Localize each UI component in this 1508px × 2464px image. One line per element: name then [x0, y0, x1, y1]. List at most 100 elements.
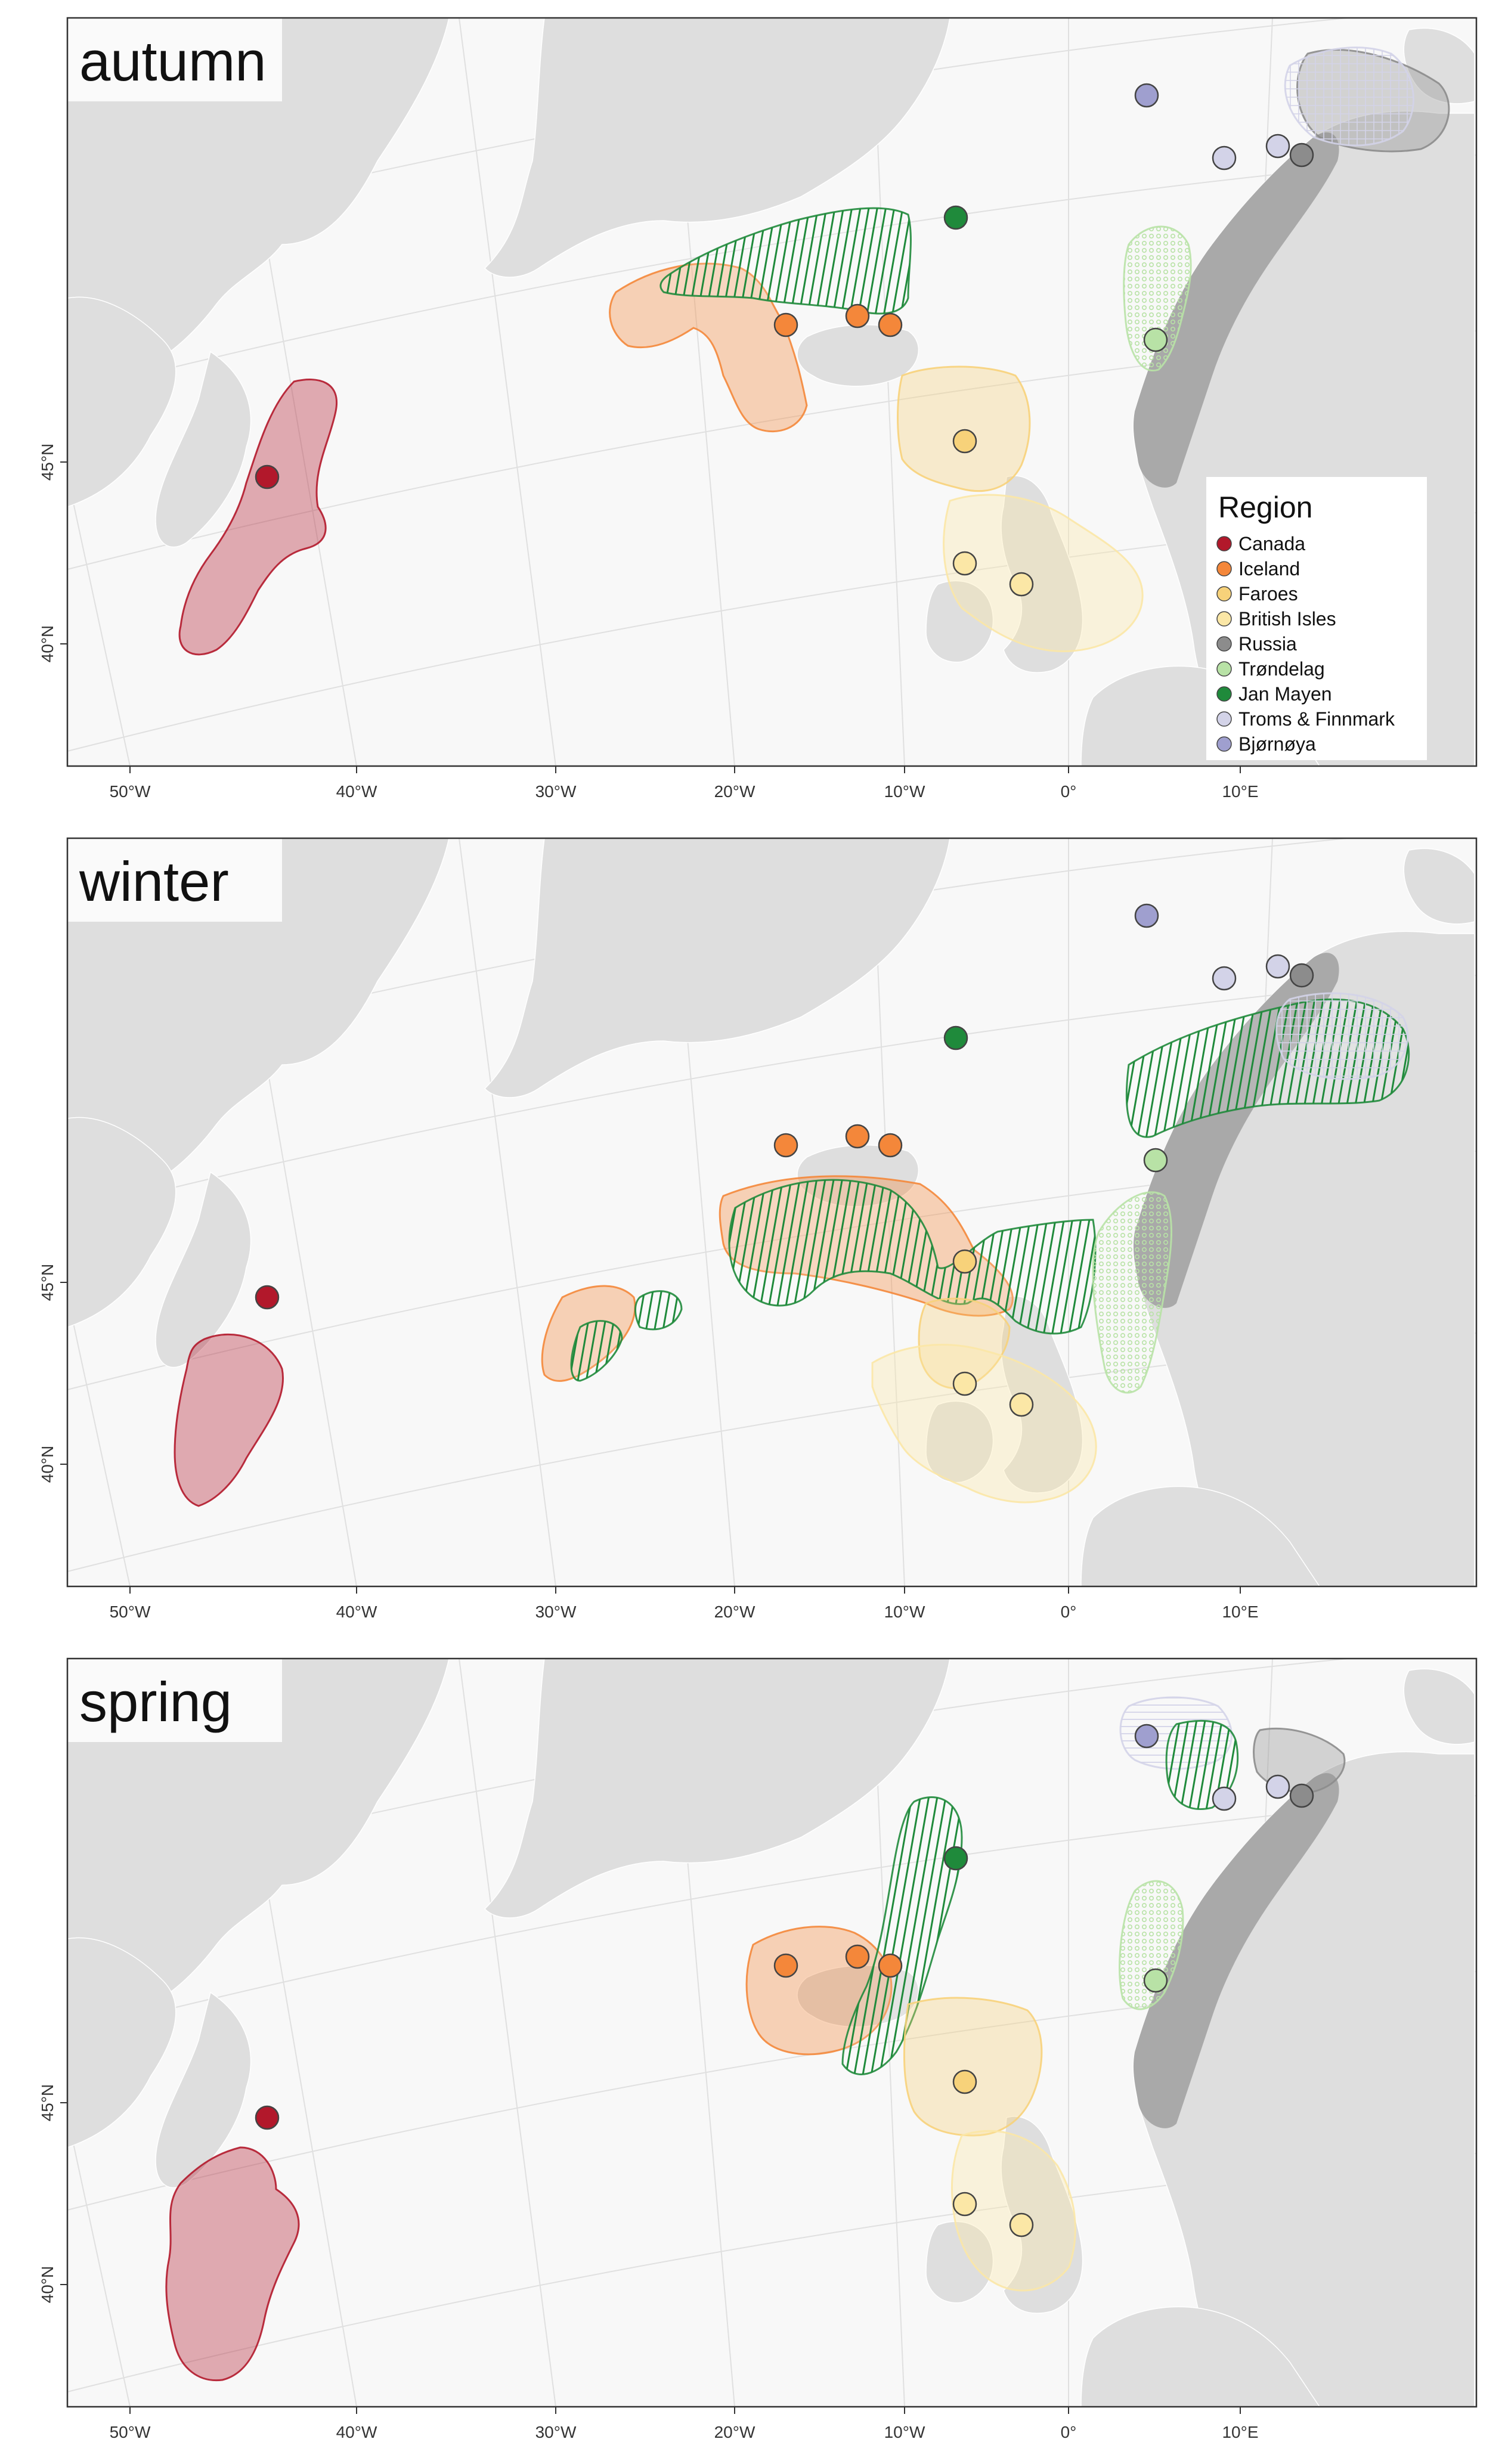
- colony-point-iceland: [773, 312, 798, 337]
- land-continent: [1080, 2306, 1320, 2407]
- season-label: autumn: [79, 30, 267, 92]
- colony-point-troms-finnmark: [1212, 145, 1237, 171]
- colony-point-troms-finnmark: [1212, 1786, 1237, 1811]
- legend-label: British Isles: [1238, 608, 1336, 630]
- lat-tick-label: 40°N: [38, 625, 57, 663]
- legend-key-faroes: [1216, 586, 1232, 602]
- land-ireland: [925, 580, 994, 663]
- region-ranges: [174, 992, 1410, 1507]
- land-continent: [1080, 1486, 1320, 1586]
- colony-point-iceland: [845, 303, 870, 328]
- colony-point-russia: [1289, 963, 1314, 988]
- colony-point-jan-mayen: [943, 1025, 968, 1050]
- land-svalbard: [1403, 1668, 1475, 1745]
- colony-point-faroes: [952, 1249, 977, 1274]
- colony-point-iceland: [878, 312, 903, 337]
- colony-points: [255, 1724, 1314, 2237]
- region-ranges: [165, 1696, 1346, 2382]
- colony-point-british-isles: [1009, 2212, 1034, 2237]
- map-frame: [66, 837, 1478, 1588]
- colony-point-russia: [1289, 142, 1314, 168]
- range-troms-finnmark: [1275, 992, 1409, 1080]
- season-label: spring: [79, 1670, 232, 1733]
- lon-tick-label: 0°: [1061, 782, 1077, 801]
- colony-point-british-isles: [1009, 1392, 1034, 1417]
- map-svg-winter: winter 50°W 40°W 30°W 20°W 10°W 0° 10°E 45°N 40°N: [38, 837, 1478, 1621]
- colony-point-iceland: [845, 1944, 870, 1969]
- colony-point-bj-rn-ya: [1134, 83, 1159, 108]
- legend-key-russia: [1216, 636, 1232, 652]
- colony-point-jan-mayen: [943, 1846, 968, 1871]
- land-ireland: [925, 2221, 994, 2304]
- lon-tick-label: 50°W: [110, 2423, 151, 2441]
- colony-points: [255, 903, 1314, 1417]
- range-british-isles: [950, 2130, 1076, 2292]
- land-labrador: [155, 1171, 252, 1368]
- lon-tick-label: 10°W: [884, 782, 925, 801]
- colony-point-iceland: [773, 1953, 798, 1978]
- lon-tick-label: 10°E: [1222, 782, 1258, 801]
- range-jan-mayen: [659, 207, 912, 315]
- colony-point-british-isles: [952, 1371, 977, 1396]
- legend-key-tr-ndelag: [1216, 661, 1232, 677]
- range-jan-mayen: [634, 1290, 683, 1331]
- legend-title: Region: [1218, 491, 1312, 524]
- lon-tick-label: 20°W: [714, 1603, 755, 1621]
- lon-tick-label: 0°: [1061, 1603, 1077, 1621]
- map-svg-spring: spring 50°W 40°W 30°W 20°W 10°W 0° 10°E 45°N 40°N: [38, 1657, 1478, 2441]
- range-jan-mayen: [728, 1179, 1097, 1335]
- land-greenland: [484, 1659, 950, 1918]
- colony-point-troms-finnmark: [1265, 954, 1290, 979]
- map-panel-autumn: autumn Region Canada Iceland Faroes British I…: [0, 0, 1508, 817]
- lon-tick-label: 20°W: [714, 2423, 755, 2441]
- map-frame: [66, 1657, 1478, 2408]
- lat-tick-label: 45°N: [38, 444, 57, 481]
- colony-point-bj-rn-ya: [1134, 903, 1159, 928]
- map-panel-spring: spring 50°W 40°W 30°W 20°W 10°W 0° 10°E 45°N 40°N: [0, 1641, 1508, 2457]
- lat-tick-label: 40°N: [38, 2266, 57, 2304]
- region-ranges: [178, 47, 1450, 656]
- lat-tick-label: 45°N: [38, 2084, 57, 2122]
- land-canadaBits: [67, 1937, 176, 2148]
- lat-tick-label: 45°N: [38, 1264, 57, 1301]
- legend-label: Jan Mayen: [1238, 683, 1332, 705]
- colony-point-russia: [1289, 1783, 1314, 1808]
- legend-label: Faroes: [1238, 583, 1298, 605]
- colony-point-tr-ndelag: [1143, 327, 1168, 352]
- range-british-isles: [943, 494, 1144, 652]
- colony-point-canada: [255, 1285, 280, 1310]
- land-greenland: [484, 18, 950, 278]
- lon-tick-label: 50°W: [110, 782, 151, 801]
- colony-point-canada: [255, 464, 280, 489]
- legend-key-troms-finnmark: [1216, 711, 1232, 727]
- land-iceland: [797, 324, 919, 387]
- legend-label: Trøndelag: [1238, 658, 1325, 680]
- colony-point-canada: [255, 2105, 280, 2130]
- range-faroes: [897, 365, 1031, 492]
- land-svalbard: [1403, 27, 1475, 104]
- colony-point-tr-ndelag: [1143, 1968, 1168, 1993]
- map-frame: [66, 17, 1478, 767]
- colony-points: [255, 83, 1314, 597]
- range-canada: [165, 2146, 300, 2382]
- legend-label: Canada: [1238, 533, 1305, 554]
- land-greenland: [484, 838, 950, 1098]
- colony-point-british-isles: [1009, 572, 1034, 597]
- colony-point-iceland: [878, 1953, 903, 1978]
- legend-key-canada: [1216, 536, 1232, 551]
- colony-point-faroes: [952, 429, 977, 454]
- lon-tick-label: 30°W: [535, 1603, 577, 1621]
- colony-point-troms-finnmark: [1265, 1774, 1290, 1799]
- legend-key-british-isles: [1216, 611, 1232, 627]
- range-faroes: [903, 1997, 1043, 2137]
- range-troms-finnmark: [1284, 47, 1414, 147]
- lon-tick-label: 0°: [1061, 2423, 1077, 2441]
- colony-point-jan-mayen: [943, 205, 968, 230]
- legend-label: Bjørnøya: [1238, 733, 1316, 755]
- land: [67, 1659, 1475, 2407]
- range-tr-ndelag: [1123, 225, 1192, 371]
- land-canadaBits: [67, 296, 176, 507]
- colony-point-tr-ndelag: [1143, 1148, 1168, 1173]
- legend-key-iceland: [1216, 561, 1232, 577]
- colony-point-troms-finnmark: [1265, 134, 1290, 159]
